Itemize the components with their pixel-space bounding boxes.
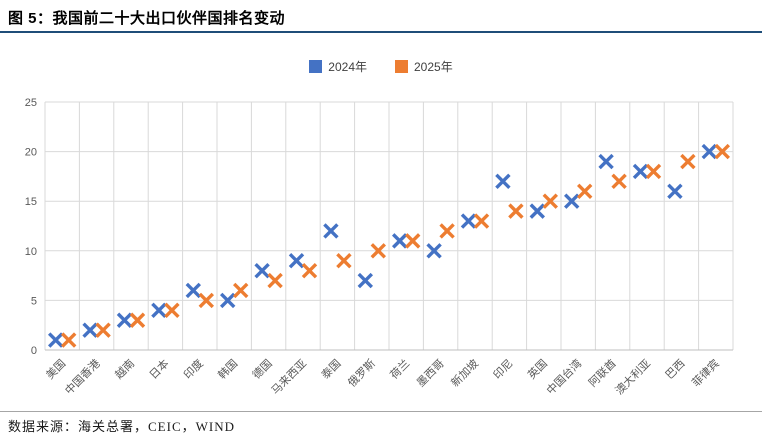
x-category-label-印尼: 印尼 [491,357,516,382]
x-category-label-菲律宾: 菲律宾 [689,356,722,389]
x-category-label-中国台湾: 中国台湾 [543,356,584,397]
x-category-label-日本: 日本 [146,356,171,381]
marker-2025年-墨西哥 [439,223,455,239]
marker-2025年-中国台湾 [576,183,593,199]
legend-label-2024: 2024年 [328,60,367,74]
y-tick-label-5: 5 [31,295,37,307]
marker-2024年-阿联酋 [598,153,614,170]
marker-2024年-新加坡 [460,213,477,229]
x-category-label-英国: 英国 [524,356,549,381]
marker-2025年-越南 [129,312,146,328]
marker-2025年-菲律宾 [714,143,731,160]
marker-2024年-中国台湾 [563,193,580,209]
x-category-label-俄罗斯: 俄罗斯 [345,357,378,390]
marker-2024年-德国 [254,262,270,279]
marker-2025年-阿联酋 [611,173,627,190]
legend-item-2024: 2024年 [309,58,367,75]
marker-2025年-新加坡 [473,213,490,229]
x-category-label-韩国: 韩国 [215,356,240,381]
x-category-label-墨西哥: 墨西哥 [414,357,447,390]
legend-label-2025: 2025年 [414,60,453,74]
marker-2024年-韩国 [219,292,236,309]
marker-2025年-德国 [267,272,283,289]
y-tick-label-0: 0 [31,345,37,357]
x-category-label-巴西: 巴西 [663,358,687,382]
x-category-label-美国: 美国 [44,357,69,382]
marker-2025年-荷兰 [404,233,421,249]
x-category-label-中国香港: 中国香港 [62,357,102,397]
legend-item-2025: 2025年 [395,58,453,75]
marker-2025年-印度 [198,292,215,309]
marker-2025年-澳大利亚 [645,163,662,180]
x-category-label-马来西亚: 马来西亚 [269,357,309,397]
marker-2024年-菲律宾 [701,143,718,160]
marker-2024年-日本 [151,302,167,319]
y-tick-label-25: 25 [25,97,37,109]
data-source-note: 数据来源：海关总署，CEIC，WIND [8,419,235,434]
legend-swatch-2024 [309,60,323,73]
marker-2024年-中国香港 [82,322,98,338]
marker-2024年-马来西亚 [288,253,305,269]
figure-title: 图 5：我国前二十大出口伙伴国排名变动 [8,10,286,27]
x-category-label-越南: 越南 [112,356,137,381]
marker-2025年-韩国 [232,282,249,299]
x-category-label-印度: 印度 [180,356,205,381]
marker-2024年-泰国 [323,223,339,239]
marker-2024年-英国 [529,203,546,219]
x-category-label-泰国: 泰国 [318,356,343,381]
marker-2024年-印度 [185,282,202,299]
marker-2025年-英国 [542,193,559,209]
marker-2025年-美国 [60,332,77,348]
marker-2025年-日本 [164,302,180,319]
marker-2024年-越南 [116,312,133,328]
y-tick-label-20: 20 [25,147,37,159]
marker-2025年-俄罗斯 [370,243,387,259]
marker-2025年-马来西亚 [301,262,318,279]
x-category-label-新加坡: 新加坡 [448,356,481,389]
marker-2025年-印尼 [508,203,524,219]
x-category-label-阿联酋: 阿联酋 [585,356,618,389]
marker-2024年-澳大利亚 [632,163,649,180]
x-category-label-荷兰: 荷兰 [388,357,413,382]
footer-divider [0,411,762,412]
marker-2025年-巴西 [680,153,696,170]
marker-2024年-巴西 [667,183,683,199]
title-divider [0,31,762,33]
marker-2024年-美国 [47,332,64,348]
marker-2024年-印尼 [495,173,511,190]
y-tick-label-15: 15 [25,196,37,208]
x-category-label-德国: 德国 [249,356,274,381]
legend-swatch-2025 [395,60,408,73]
marker-2025年-泰国 [336,253,352,269]
y-tick-label-10: 10 [25,246,37,258]
marker-2024年-荷兰 [391,233,408,249]
marker-2025年-中国香港 [95,322,111,338]
marker-2024年-俄罗斯 [357,272,374,289]
x-category-label-澳大利亚: 澳大利亚 [612,356,653,397]
marker-2024年-墨西哥 [426,243,442,259]
chart-legend: 2024年 2025年 [0,58,762,75]
